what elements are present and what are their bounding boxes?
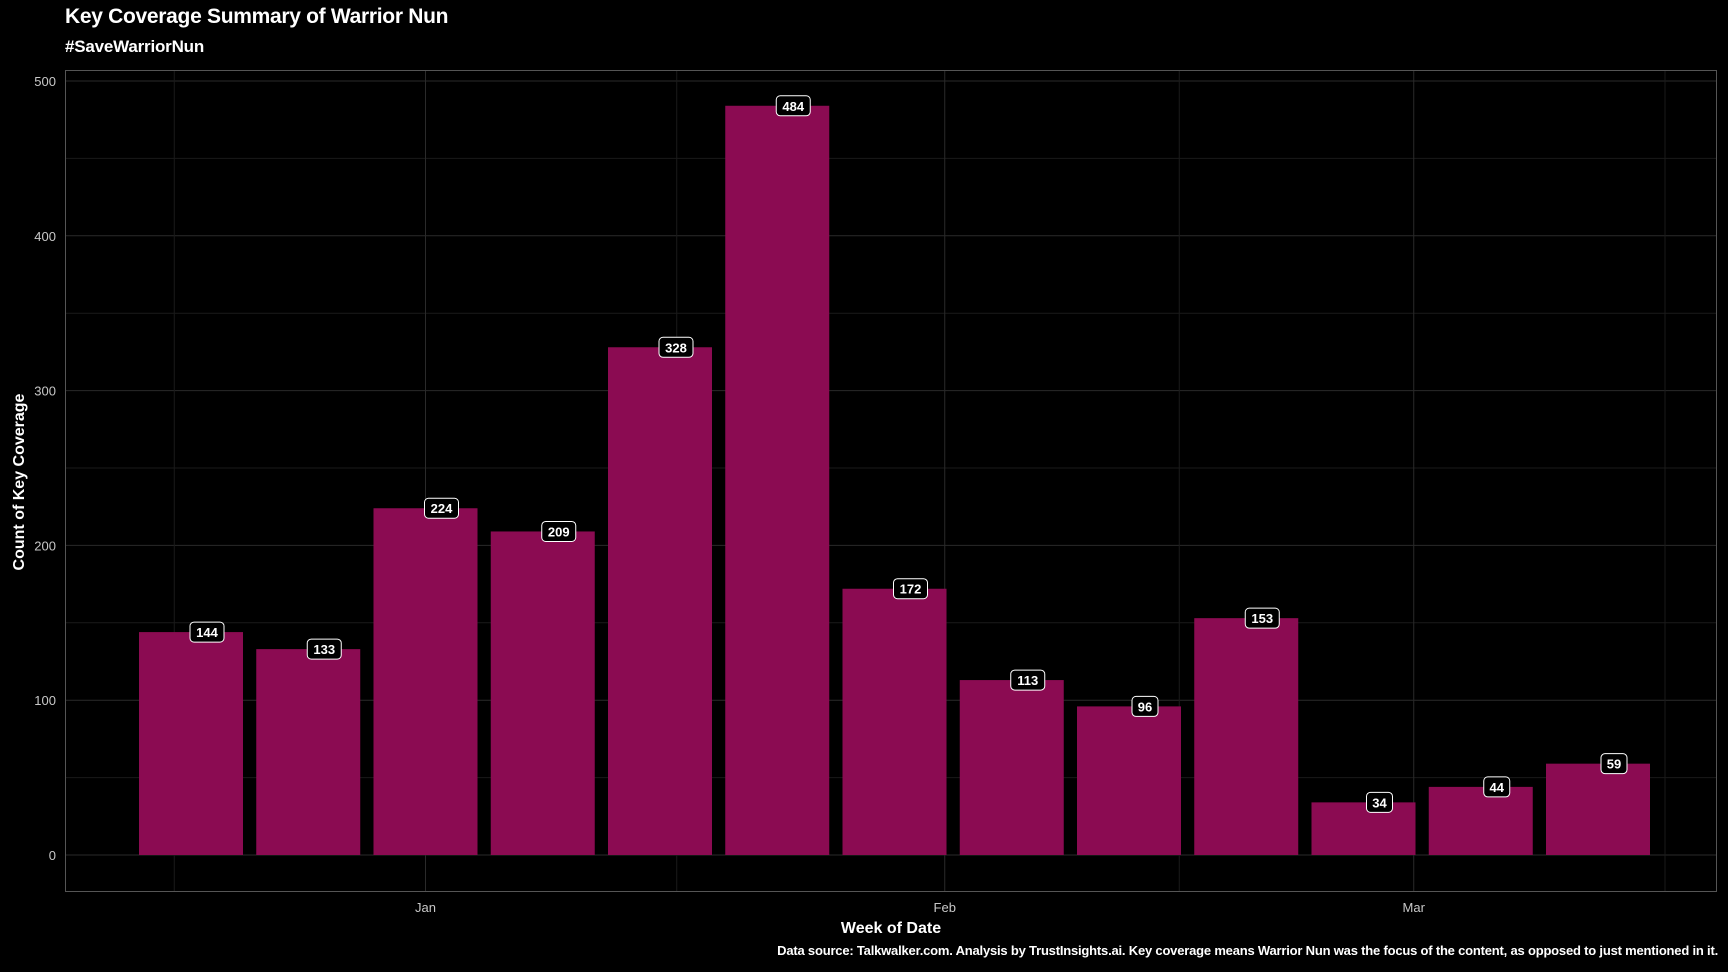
bar [959, 680, 1064, 855]
bar-value-label-box [1600, 753, 1628, 775]
y-tick-label: 200 [34, 538, 56, 553]
bar-value-label-box [1010, 669, 1046, 691]
y-tick-label: 0 [49, 848, 56, 863]
bar-value-label: 44 [1490, 780, 1505, 795]
bar-value-label: 328 [665, 340, 687, 355]
bar-value-label-box [1366, 791, 1393, 813]
bar-value-label: 224 [431, 501, 453, 516]
bar [256, 649, 361, 855]
bar-value-label: 172 [900, 582, 922, 597]
bar-value-label-box [306, 638, 342, 660]
bar-value-label-box [541, 520, 577, 542]
bar [490, 531, 595, 855]
bar-value-label: 133 [313, 642, 335, 657]
bar-value-label-box [775, 95, 811, 117]
y-axis: 0 100 200 300 400 500 [34, 74, 56, 863]
y-tick-label: 500 [34, 74, 56, 89]
bar [139, 632, 243, 855]
bar-value-label: 59 [1607, 757, 1621, 772]
bar-value-label-box [424, 497, 459, 519]
bar-value-label-box [1483, 776, 1511, 798]
bar [842, 588, 947, 855]
x-axis-title: Week of Date [841, 920, 941, 937]
bar [373, 508, 478, 855]
y-tick-label: 100 [34, 693, 56, 708]
bars [139, 105, 1650, 855]
plot-panel-border [65, 70, 1717, 892]
x-tick-label: Mar [1403, 900, 1426, 915]
x-tick-label: Feb [934, 900, 956, 915]
bar-value-label: 96 [1138, 699, 1152, 714]
bar-value-label-box [893, 578, 928, 600]
bar-value-label-box [658, 336, 694, 358]
bar [608, 347, 712, 855]
y-axis-title: Count of Key Coverage [11, 393, 28, 570]
x-axis: Jan Feb Mar [415, 900, 1426, 915]
bar-value-label: 484 [782, 99, 804, 114]
bar-value-label: 209 [548, 524, 570, 539]
bar [1546, 763, 1650, 855]
data-source-caption: Data source: Talkwalker.com. Analysis by… [777, 943, 1718, 958]
bar-value-label-box [1131, 695, 1159, 717]
y-tick-label: 300 [34, 384, 56, 399]
chart-title: Key Coverage Summary of Warrior Nun [65, 5, 449, 28]
bar [1194, 618, 1299, 855]
bar-labels: 144 133 224 209 328 484 172 113 96 153 34 44 59 [189, 95, 1628, 813]
bar-value-label: 153 [1251, 611, 1273, 626]
bar [1077, 706, 1181, 855]
bar-value-label-box [1244, 607, 1280, 629]
bar [1311, 802, 1416, 855]
bar [725, 105, 830, 855]
x-tick-label: Jan [415, 900, 436, 915]
bar-value-label-box [189, 621, 225, 643]
bar [1428, 786, 1533, 855]
bar-value-label: 113 [1017, 673, 1038, 688]
bar-value-label: 144 [196, 625, 218, 640]
y-tick-label: 400 [34, 229, 56, 244]
bar-value-label: 34 [1372, 795, 1387, 810]
chart-subtitle: #SaveWarriorNun [65, 37, 205, 56]
